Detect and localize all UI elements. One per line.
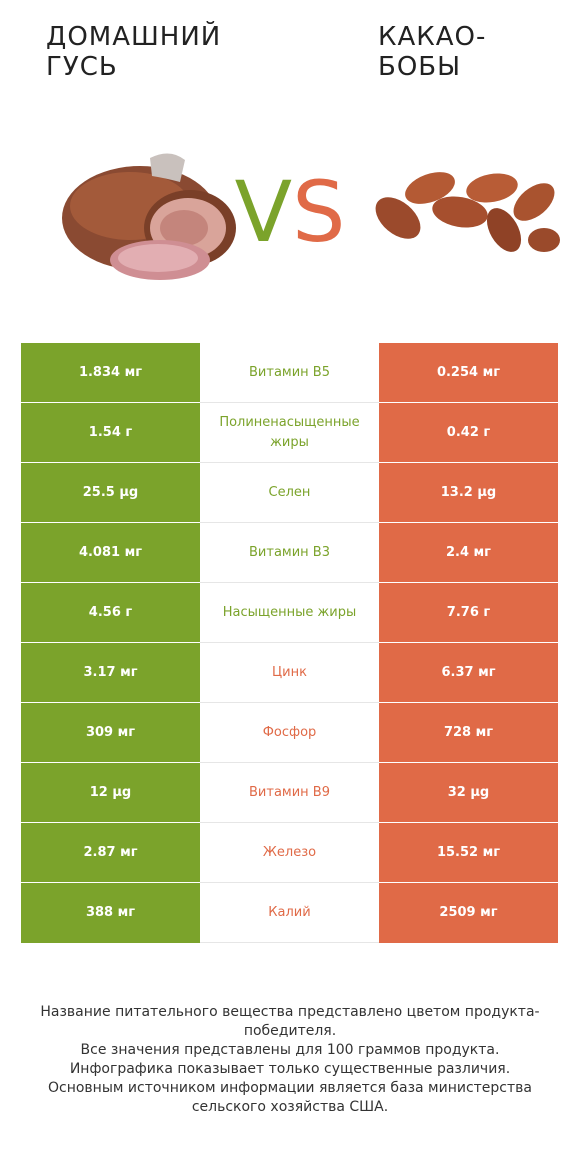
- right-value: 0.42 г: [379, 402, 558, 463]
- nutrient-name: Полиненасыщенные жиры: [200, 402, 379, 463]
- comparison-row: 12 µg Витамин B9 32 µg: [21, 762, 558, 823]
- comparison-row: 1.834 мг Витамин B5 0.254 мг: [21, 343, 558, 403]
- comparison-row: 309 мг Фосфор 728 мг: [21, 702, 558, 763]
- nutrient-name: Селен: [200, 462, 379, 523]
- comparison-row: 4.56 г Насыщенные жиры 7.76 г: [21, 582, 558, 643]
- comparison-table: 1.834 мг Витамин B5 0.254 мг 1.54 г Полинена…: [21, 343, 558, 943]
- footer-line4: Основным источником информации является …: [48, 1080, 532, 1115]
- comparison-row: 1.54 г Полиненасыщенные жиры 0.42 г: [21, 402, 558, 463]
- cocoa-beans-image: [375, 172, 560, 252]
- left-value: 1.834 мг: [21, 343, 200, 403]
- right-value: 7.76 г: [379, 582, 558, 643]
- nutrient-name: Витамин B9: [200, 762, 379, 823]
- footer-line2: Все значения представлены для 100 граммо…: [80, 1042, 500, 1058]
- nutrient-name: Витамин B3: [200, 522, 379, 583]
- left-value: 2.87 мг: [21, 822, 200, 883]
- left-value: 4.081 мг: [21, 522, 200, 583]
- nutrient-name: Витамин B5: [200, 343, 379, 403]
- left-title-line1: ДОМАШНИЙ: [46, 22, 222, 52]
- right-value: 15.52 мг: [379, 822, 558, 883]
- footer-line3: Инфографика показывает только существенн…: [69, 1061, 511, 1077]
- left-product-title: ДОМАШНИЙ ГУСЬ: [46, 22, 246, 82]
- vs-label: VS: [228, 162, 352, 262]
- nutrient-name: Железо: [200, 822, 379, 883]
- left-value: 1.54 г: [21, 402, 200, 463]
- right-title-line2: БОБЫ: [378, 52, 462, 82]
- right-value: 32 µg: [379, 762, 558, 823]
- left-value: 309 мг: [21, 702, 200, 763]
- nutrient-name: Цинк: [200, 642, 379, 703]
- left-value: 3.17 мг: [21, 642, 200, 703]
- left-value: 25.5 µg: [21, 462, 200, 523]
- vs-v-letter: V: [234, 163, 293, 261]
- footer-line1: Название питательного вещества представл…: [40, 1004, 540, 1039]
- left-value: 4.56 г: [21, 582, 200, 643]
- left-title-line2: ГУСЬ: [46, 52, 118, 82]
- right-value: 6.37 мг: [379, 642, 558, 703]
- goose-meat-image: [62, 153, 236, 280]
- comparison-row: 3.17 мг Цинк 6.37 мг: [21, 642, 558, 703]
- vs-s-letter: S: [292, 163, 346, 261]
- nutrient-name: Калий: [200, 882, 379, 943]
- comparison-row: 388 мг Калий 2509 мг: [21, 882, 558, 943]
- right-value: 728 мг: [379, 702, 558, 763]
- right-value: 0.254 мг: [379, 343, 558, 403]
- right-value: 2509 мг: [379, 882, 558, 943]
- comparison-row: 2.87 мг Железо 15.52 мг: [21, 822, 558, 883]
- left-value: 12 µg: [21, 762, 200, 823]
- comparison-row: 4.081 мг Витамин B3 2.4 мг: [21, 522, 558, 583]
- nutrient-name: Насыщенные жиры: [200, 582, 379, 643]
- right-product-title: КАКАО- БОБЫ: [378, 22, 498, 82]
- right-value: 2.4 мг: [379, 522, 558, 583]
- right-value: 13.2 µg: [379, 462, 558, 523]
- right-title-line1: КАКАО-: [378, 22, 487, 52]
- comparison-row: 25.5 µg Селен 13.2 µg: [21, 462, 558, 523]
- nutrient-name: Фосфор: [200, 702, 379, 763]
- footer-notes: Название питательного вещества представл…: [20, 1003, 560, 1117]
- left-value: 388 мг: [21, 882, 200, 943]
